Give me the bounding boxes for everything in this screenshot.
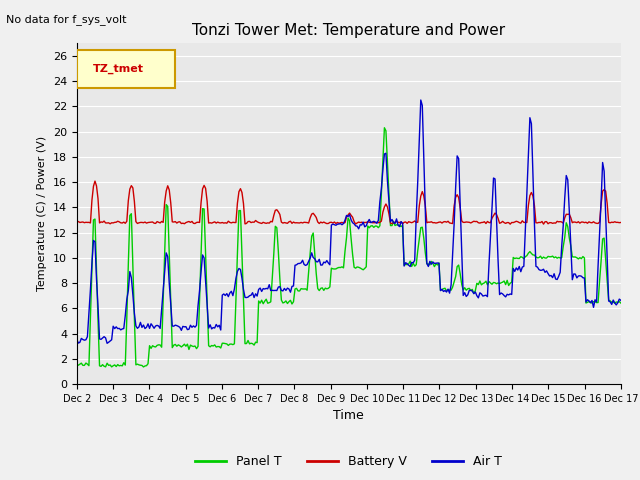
Air T	[312, 259, 320, 264]
Battery V	[617, 219, 625, 225]
Air T	[417, 97, 424, 103]
Air T	[73, 336, 81, 342]
Battery V	[73, 219, 81, 225]
Battery V	[255, 220, 262, 226]
Panel T	[255, 298, 262, 304]
Line: Air T: Air T	[77, 100, 621, 343]
Air T	[264, 286, 271, 292]
Panel T	[237, 208, 244, 214]
Text: No data for f_sys_volt: No data for f_sys_volt	[6, 14, 127, 25]
Air T	[589, 304, 597, 310]
Air T	[141, 325, 149, 331]
Battery V	[237, 186, 244, 192]
Title: Tonzi Tower Met: Temperature and Power: Tonzi Tower Met: Temperature and Power	[192, 23, 506, 38]
Panel T	[141, 363, 149, 369]
Legend: Panel T, Battery V, Air T: Panel T, Battery V, Air T	[190, 450, 508, 473]
Battery V	[589, 219, 597, 225]
Air T	[255, 287, 262, 292]
Panel T	[73, 361, 81, 367]
Panel T	[264, 300, 271, 306]
Air T	[237, 266, 244, 272]
Battery V	[506, 221, 514, 227]
Battery V	[91, 178, 99, 184]
FancyBboxPatch shape	[77, 50, 175, 87]
Air T	[103, 340, 111, 346]
Panel T	[312, 271, 320, 276]
Panel T	[140, 364, 147, 370]
Battery V	[264, 220, 271, 226]
X-axis label: Time: Time	[333, 409, 364, 422]
Line: Panel T: Panel T	[77, 128, 621, 367]
Line: Battery V: Battery V	[77, 181, 621, 224]
Panel T	[617, 300, 625, 306]
Panel T	[589, 299, 597, 304]
Battery V	[312, 215, 320, 220]
Battery V	[141, 219, 149, 225]
Y-axis label: Temperature (C) / Power (V): Temperature (C) / Power (V)	[37, 136, 47, 291]
Panel T	[381, 125, 388, 131]
Air T	[617, 298, 625, 303]
Text: TZ_tmet: TZ_tmet	[93, 64, 144, 74]
